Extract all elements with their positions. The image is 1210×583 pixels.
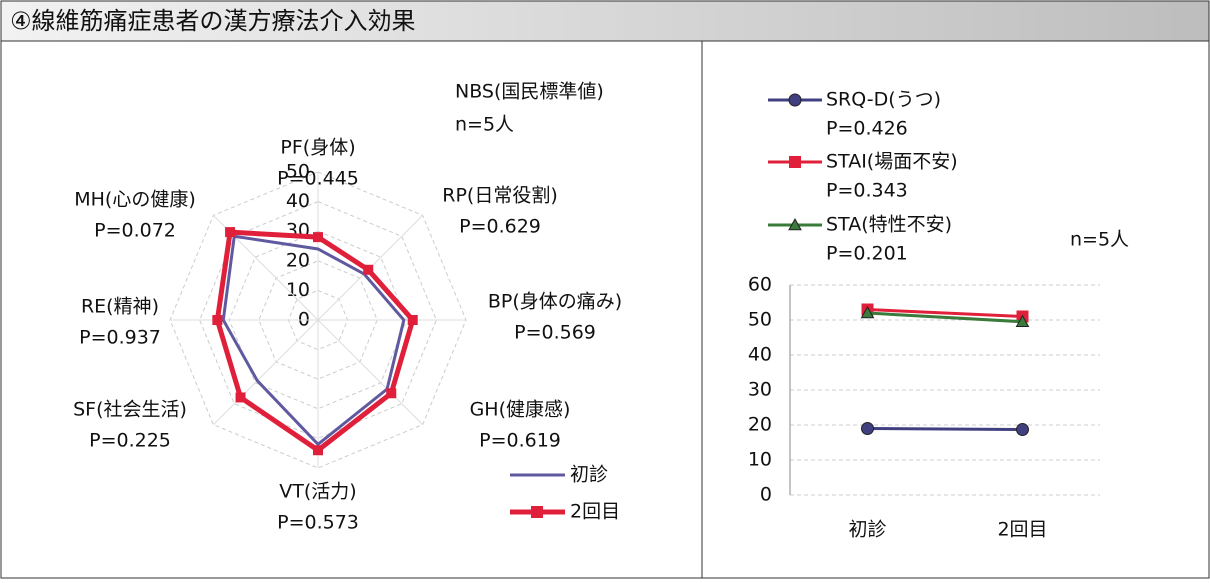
legend-label: STA(特性不安) — [826, 214, 952, 236]
axis-label: BP(身体の痛み) — [488, 291, 622, 313]
right-panel — [701, 40, 1210, 579]
series-line — [867, 427, 1023, 432]
legend-p-label: P=0.201 — [826, 243, 908, 265]
annotation: n=5人 — [1070, 229, 1129, 251]
marker — [212, 315, 223, 325]
marker — [407, 315, 418, 325]
legend-label: 2回目 — [570, 501, 620, 523]
grid-ring — [258, 260, 378, 380]
r-tick-label: 10 — [286, 279, 310, 301]
p-label: P=0.072 — [94, 220, 176, 242]
marker — [313, 232, 323, 243]
series-line — [214, 229, 416, 454]
legend-p-label: P=0.426 — [826, 118, 908, 140]
grid-ring — [199, 201, 437, 439]
series-line — [221, 234, 406, 447]
axis-label: MH(心の健康) — [74, 189, 196, 211]
p-label: P=0.619 — [479, 430, 561, 452]
marker — [386, 388, 397, 399]
x-tick-label: 2回目 — [997, 519, 1047, 541]
axis-label: VT(活力) — [279, 481, 356, 503]
axis-label: GH(健康感) — [470, 399, 571, 421]
y-tick-label: 20 — [748, 414, 772, 436]
p-label: P=0.937 — [79, 327, 161, 349]
x-tick-label: 初診 — [848, 519, 886, 541]
p-label: P=0.569 — [514, 322, 596, 344]
marker — [788, 217, 802, 231]
y-tick-label: 50 — [748, 309, 772, 331]
header-title: ④線維筋痛症患者の漢方療法介入効果 — [10, 7, 416, 35]
marker — [861, 422, 874, 435]
p-label: P=0.225 — [89, 430, 171, 452]
legend-p-label: P=0.343 — [826, 180, 908, 202]
grid-ring — [287, 289, 349, 351]
r-tick-label: 40 — [286, 190, 310, 212]
marker — [789, 156, 801, 168]
axis-label: SF(社会生活) — [73, 399, 187, 421]
series-line — [867, 308, 1023, 318]
marker — [313, 445, 323, 456]
y-tick-label: 60 — [748, 274, 772, 296]
marker — [225, 227, 236, 238]
marker — [531, 506, 543, 518]
p-label: P=0.629 — [459, 216, 541, 238]
p-label: P=0.573 — [277, 512, 359, 534]
axis-label: RP(日常役割) — [442, 185, 558, 207]
y-tick-label: 30 — [748, 379, 772, 401]
annotation: n=5人 — [455, 114, 514, 136]
header-bar — [0, 0, 1210, 42]
axis-label: PF(身体) — [280, 137, 355, 159]
r-tick-label: 50 — [286, 161, 310, 183]
marker — [363, 264, 374, 275]
marker — [235, 392, 246, 403]
y-tick-label: 0 — [760, 484, 772, 506]
r-tick-label: 20 — [286, 249, 310, 271]
legend-label: STAI(場面不安) — [826, 151, 958, 173]
p-label: P=0.445 — [277, 168, 359, 190]
y-tick-label: 40 — [748, 344, 772, 366]
spoke — [212, 319, 319, 426]
y-tick-label: 10 — [748, 449, 772, 471]
annotation: NBS(国民標準値) — [455, 81, 604, 103]
axis-label: RE(精神) — [81, 296, 159, 318]
series-line — [867, 311, 1023, 324]
legend-label: 初診 — [570, 464, 608, 486]
marker — [860, 305, 875, 319]
legend-label: SRQ-D(うつ) — [826, 89, 941, 111]
marker — [1016, 423, 1029, 437]
marker — [788, 93, 802, 107]
spoke — [317, 319, 424, 426]
marker — [1015, 314, 1030, 328]
